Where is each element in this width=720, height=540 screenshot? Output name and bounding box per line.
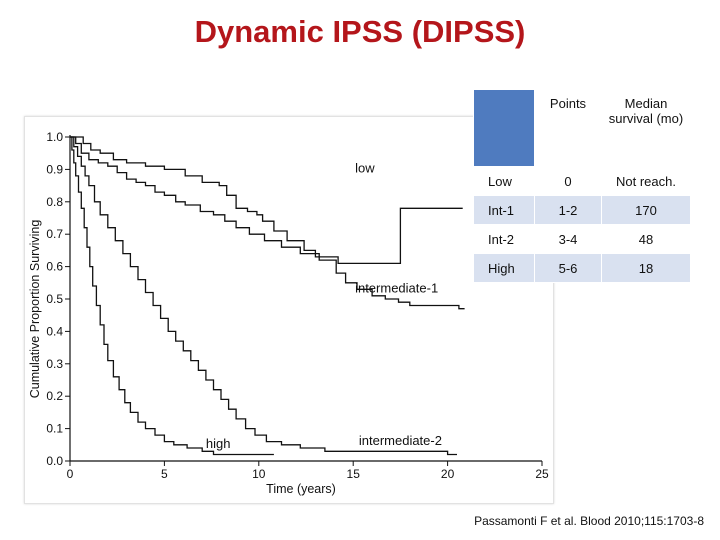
y-tick-label: 0.3 [46, 357, 63, 371]
curve-low [70, 136, 463, 265]
series-label-high: high [206, 436, 231, 451]
slide-title: Dynamic IPSS (DIPSS) [194, 14, 526, 49]
table-row: Int-1 1-2 170 [474, 196, 690, 224]
x-axis-title: Time (years) [266, 482, 336, 496]
table-row: Low 0 Not reach. [474, 167, 690, 195]
y-tick-label: 0.0 [46, 454, 63, 468]
y-tick-label: 0.2 [46, 389, 63, 403]
table-header-corner [474, 90, 534, 166]
y-tick-label: 0.1 [46, 422, 63, 436]
y-tick-label: 0.9 [46, 162, 63, 176]
table-header-points: Points [535, 90, 601, 166]
survival-chart: 0.0 0.1 0.2 0.3 0.4 0.5 0.6 0.7 0.8 0.9 1.0 0 5 10 15 2… [24, 116, 554, 504]
x-tick-label: 10 [252, 467, 266, 481]
km-plot-svg: 0.0 0.1 0.2 0.3 0.4 0.5 0.6 0.7 0.8 0.9 1.0 0 5 10 15 2… [28, 130, 549, 496]
series-label-intermediate-1: intermediate-1 [355, 281, 438, 296]
y-tick-label: 0.5 [46, 292, 63, 306]
table-cell-points: 5-6 [535, 254, 601, 282]
y-tick-label: 0.7 [46, 227, 63, 241]
table-cell-points: 3-4 [535, 225, 601, 253]
dipss-score-table: Points Median survival (mo) Low 0 Not re… [473, 89, 691, 283]
survival-curves [70, 136, 465, 456]
series-label-intermediate-2: intermediate-2 [359, 433, 442, 448]
table-cell-category: Int-1 [474, 196, 534, 224]
table-cell-points: 0 [535, 167, 601, 195]
y-tick-label: 0.8 [46, 195, 63, 209]
table-cell-median: 48 [602, 225, 690, 253]
citation: Passamonti F et al. Blood 2010;115:1703-… [474, 514, 704, 528]
x-tick-label: 15 [347, 467, 361, 481]
x-tick-label: 5 [161, 467, 168, 481]
series-label-low: low [355, 161, 375, 176]
y-tick-label: 0.4 [46, 324, 63, 338]
table-row: Int-2 3-4 48 [474, 225, 690, 253]
x-tick-label: 20 [441, 467, 455, 481]
table-cell-median: Not reach. [602, 167, 690, 195]
table-cell-median: 170 [602, 196, 690, 224]
y-tick-label: 0.6 [46, 260, 63, 274]
y-tick-label: 1.0 [46, 130, 63, 144]
table-cell-category: Int-2 [474, 225, 534, 253]
table-header-median-survival: Median survival (mo) [602, 90, 690, 166]
x-tick-label: 0 [67, 467, 74, 481]
table-header-row: Points Median survival (mo) [474, 90, 690, 166]
x-tick-label: 25 [535, 467, 549, 481]
table-cell-category: Low [474, 167, 534, 195]
table-cell-points: 1-2 [535, 196, 601, 224]
curve-high [70, 136, 274, 456]
curve-intermediate-2 [70, 136, 457, 456]
table-cell-category: High [474, 254, 534, 282]
axes: 0.0 0.1 0.2 0.3 0.4 0.5 0.6 0.7 0.8 0.9 1.0 0 5 10 15 2… [46, 130, 549, 481]
table-row: High 5-6 18 [474, 254, 690, 282]
curve-intermediate-1 [70, 136, 465, 310]
series-labels: low intermediate-1 intermediate-2 high [206, 161, 442, 451]
table-cell-median: 18 [602, 254, 690, 282]
y-axis-title: Cumulative Proportion Surviving [28, 220, 42, 399]
